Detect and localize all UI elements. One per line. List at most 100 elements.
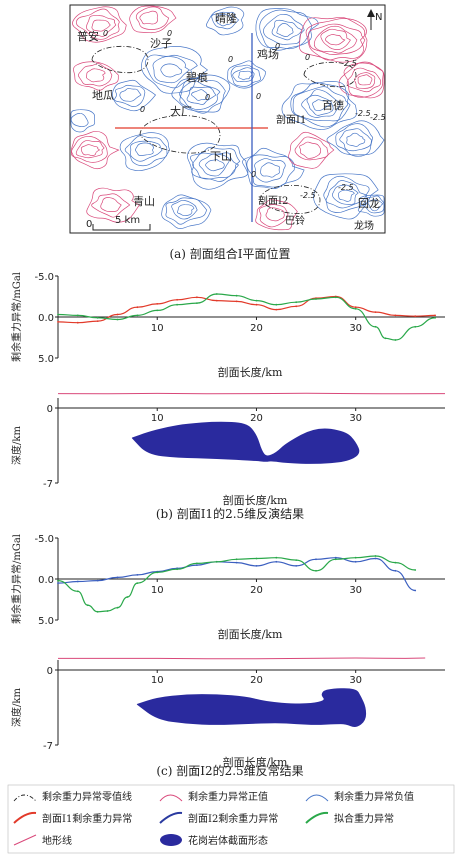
legend-item-label: 剩余重力异常零值线 [42, 790, 132, 803]
gravity-y-tick-label: 5.0 [38, 616, 54, 627]
gravity-data-point [295, 565, 298, 567]
gravity-x-tick-label: 30 [349, 585, 362, 596]
gravity-data-point [275, 303, 278, 306]
gravity-data-point [434, 314, 436, 317]
contour-line [294, 136, 329, 161]
contour-line [258, 204, 289, 228]
contour-line [260, 162, 280, 178]
gravity-data-point [255, 557, 258, 560]
gravity-data-point [295, 559, 298, 561]
contour-line [100, 197, 122, 212]
pink-line-icon [13, 834, 37, 846]
legend-item-label: 花岗岩体截面形态 [188, 834, 268, 847]
contour-line [313, 173, 379, 220]
place-label: 沙子 [150, 37, 172, 50]
gravity-data-point [76, 580, 79, 583]
gravity-data-point [235, 294, 238, 297]
gravity-series-line [57, 295, 436, 324]
contour-line [191, 89, 209, 101]
negative-contour-icon [305, 794, 329, 802]
gravity-data-point [215, 299, 218, 302]
contour-line [216, 13, 234, 27]
contour-line [308, 23, 366, 55]
contour-line [139, 10, 158, 25]
contour-line [313, 25, 358, 54]
granite-body-section [131, 421, 360, 464]
contour-line [367, 199, 384, 212]
contour-line [70, 136, 108, 163]
contour-line [211, 11, 240, 30]
contour-line [141, 46, 209, 94]
zero-contour-line [259, 184, 321, 214]
legend-item-label: 剖面Ⅰ1剩余重力异常 [42, 812, 132, 825]
gravity-data-point [414, 325, 417, 328]
contour-line [238, 70, 253, 80]
depth-x-tick-label: 10 [151, 675, 164, 686]
contour-line [255, 8, 319, 50]
contour-line [354, 72, 376, 89]
gravity-data-point [176, 303, 179, 306]
positive-contour-icon [159, 794, 183, 802]
contour-line [179, 78, 226, 114]
gravity-y-tick-label: -5.0 [34, 534, 54, 545]
contour-line [335, 123, 374, 157]
depth-x-tick-label: 30 [349, 413, 362, 424]
gravity-data-point [235, 558, 238, 561]
gravity-data-point [116, 576, 119, 579]
gravity-data-point [394, 314, 397, 317]
granite-body-section [136, 688, 367, 728]
gravity-data-point [354, 306, 357, 309]
gravity-x-label: 剖面长度/km [218, 365, 283, 379]
contour-line [288, 131, 335, 169]
contour-value-label: 0 [256, 92, 261, 101]
contour-line [192, 152, 240, 180]
gravity-data-point [136, 574, 139, 576]
contour-line [135, 6, 170, 30]
legend-item-label: 地形线 [42, 834, 72, 847]
contour-line [255, 199, 298, 231]
contour-line [312, 99, 331, 112]
gravity-data-point [315, 569, 317, 572]
contour-value-label: -2.5 [300, 191, 316, 200]
contour-line [114, 84, 146, 107]
place-label: 回龙 [358, 197, 380, 210]
panel-b: -5.0 0.0 5.0 10 20 30 剖面长度/km 剩余重力异常/mGal 0 -7 10 2… [10, 272, 446, 507]
contour-line [265, 207, 285, 222]
gravity-x-tick-label: 10 [151, 585, 164, 596]
gravity-data-point [275, 560, 278, 563]
place-label: 地瓜 [92, 89, 114, 102]
contour-line [72, 6, 127, 43]
contour-line [230, 64, 261, 87]
panel-c: -5.0 0.0 5.0 10 20 30 剖面长度/km 剩余重力异常/mGal 0 -7 10 2… [10, 534, 445, 769]
gravity-data-point [414, 589, 417, 592]
depth-y-label: 深度/km [10, 688, 23, 727]
contour-line [119, 88, 142, 102]
contour-line [338, 189, 355, 202]
contour-line [339, 128, 372, 152]
contour-line [357, 74, 373, 86]
zero-contour-icon [13, 794, 37, 802]
gravity-data-point [354, 307, 357, 310]
gravity-data-point [235, 300, 238, 303]
contour-line [171, 74, 231, 113]
gravity-data-point [394, 339, 397, 341]
contour-value-label: 0 [275, 42, 280, 51]
gravity-data-point [295, 305, 298, 308]
gravity-x-tick-label: 30 [349, 323, 362, 334]
contour-value-label: 0 [167, 29, 172, 38]
scale-bar: 0 5 km [86, 215, 151, 231]
place-label: 龙场 [354, 219, 374, 232]
gravity-data-point [176, 568, 179, 571]
gravity-data-point [196, 562, 198, 565]
gravity-data-point [255, 299, 258, 302]
green-curve-icon [305, 811, 329, 824]
gravity-y-label: 剩余重力异常/mGal [10, 272, 23, 362]
place-label: 剖面Ⅰ1 [276, 113, 306, 126]
gravity-data-point [374, 555, 377, 557]
contour-value-label: 0 [103, 29, 108, 38]
